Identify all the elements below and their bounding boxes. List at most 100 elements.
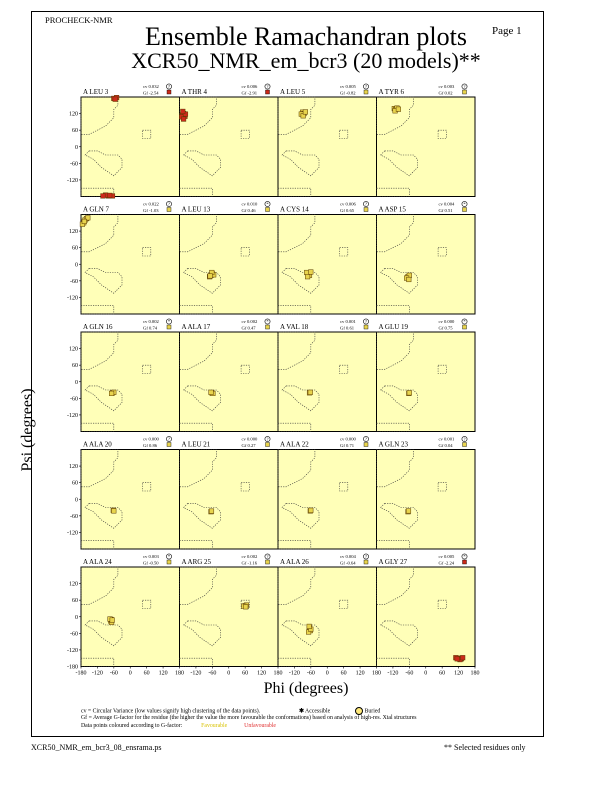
panel-gf-label: Gf -1.03 [143, 208, 159, 213]
gf-colour-box [265, 207, 270, 212]
rama-panel: A LEU 3 cv 0.032 Gf -2.54? 120 60 0 -60 -120 [67, 83, 180, 199]
x-tick-label: 120 [257, 671, 266, 677]
allowed-region-outline [277, 96, 316, 135]
panel-background [80, 449, 180, 550]
panel-residue-label: A GLN 7 [83, 206, 110, 214]
cv-symbol-icon [363, 318, 369, 325]
panel-cv-label: cv 0.003 [439, 84, 456, 89]
panel-residue-label: A LEU 13 [182, 206, 211, 214]
panel-cv-label: cv 0.006 [340, 202, 357, 207]
allowed-region-outline [240, 129, 250, 139]
gf-colour-box [265, 559, 270, 565]
y-tick-label: -60 [70, 396, 78, 402]
allowed-region-outline [376, 422, 410, 432]
y-tick-label: -180 [67, 665, 78, 671]
panel-residue-label: A GLN 16 [83, 323, 113, 331]
allowed-region-outline [380, 150, 418, 177]
cv-symbol-icon [363, 553, 369, 560]
y-tick-label: 120 [69, 347, 78, 353]
panel-background [376, 96, 476, 197]
panel-gf-label: Gf -2.24 [439, 561, 455, 566]
cv-symbol-icon [461, 318, 468, 325]
allowed-region-outline [142, 247, 152, 257]
panel-cv-label: cv 0.000 [340, 437, 357, 442]
x-tick-label: 60 [242, 671, 248, 677]
x-tick-label: 120 [356, 671, 365, 677]
allowed-region-outline [142, 599, 152, 609]
data-point [308, 507, 314, 513]
x-tick-label: 180 [274, 671, 283, 677]
allowed-region-outline [281, 385, 320, 412]
allowed-region-outline [339, 364, 349, 374]
cv-symbol-text: * [266, 202, 269, 207]
gf-colour-box [265, 324, 270, 330]
cv-symbol-icon [264, 83, 271, 90]
panel-background [376, 566, 476, 667]
allowed-region-outline [277, 214, 316, 253]
allowed-region-outline [277, 449, 316, 488]
panel-background [80, 96, 180, 197]
allowed-region-outline [179, 540, 213, 550]
y-tick-label: -120 [67, 178, 78, 184]
panel-gf-label: Gf 0.02 [439, 91, 454, 96]
panel-gf-label: Gf 0.61 [340, 326, 355, 331]
data-point [85, 215, 91, 221]
allowed-region-outline [142, 364, 152, 374]
panel-residue-label: A ALA 26 [280, 558, 309, 566]
x-tick-label: 180 [471, 671, 480, 677]
y-tick-label: 120 [69, 582, 78, 588]
y-tick-label: 60 [72, 246, 78, 252]
panel-background [277, 214, 377, 315]
x-tick-label: 120 [454, 671, 463, 677]
page-number: Page 1 [492, 25, 522, 37]
panel-gf-label: Gf 0.27 [242, 443, 257, 448]
x-tick-label: 0 [129, 671, 132, 677]
data-point [302, 109, 308, 115]
x-tick-label: -120 [289, 671, 300, 677]
x-tick-label: -120 [92, 671, 103, 677]
panel-gf-label: Gf 0.51 [439, 208, 454, 213]
allowed-region-outline [376, 449, 414, 488]
panel-cv-label: cv 0.004 [439, 202, 456, 207]
gf-colour-box [462, 207, 467, 212]
panel-background [376, 449, 476, 550]
cv-symbol-text: ? [168, 84, 170, 89]
panel-gf-label: Gf 0.65 [340, 208, 355, 213]
data-point [406, 390, 412, 396]
rama-panel: A GLU 19 cv 0.000 Gf 0.75 * [376, 318, 476, 432]
allowed-region-outline [376, 566, 414, 605]
rama-panel: A ARG 25 cv 0.002 Gf -1.16? -120 -60 0 60 120 18… [179, 553, 283, 677]
allowed-region-outline [240, 482, 250, 492]
allowed-region-outline [179, 214, 217, 253]
allowed-region-outline [84, 268, 123, 294]
panel-background [277, 566, 377, 667]
allowed-region-outline [339, 247, 349, 257]
data-point [207, 273, 213, 279]
panel-cv-label: cv 0.002 [242, 554, 259, 559]
allowed-region-outline [179, 331, 217, 370]
allowed-region-outline [339, 129, 349, 139]
panel-gf-label: Gf -2.91 [242, 91, 258, 96]
cv-symbol-text: ? [464, 437, 466, 442]
data-point [308, 269, 314, 275]
allowed-region-outline [277, 566, 316, 605]
buried-icon [355, 707, 364, 715]
selected-residues-note: ** Selected residues only [444, 743, 526, 752]
y-tick-label: -120 [67, 648, 78, 654]
panel-cv-label: cv 0.022 [143, 202, 160, 207]
allowed-region-outline [84, 385, 123, 412]
allowed-region-outline [84, 620, 123, 647]
allowed-region-outline [277, 187, 312, 197]
allowed-region-outline [376, 187, 410, 197]
cv-symbol-text: * [463, 202, 466, 207]
allowed-region-outline [437, 247, 447, 257]
y-tick-label: -120 [67, 530, 78, 536]
rama-panel: A GLN 16 cv 0.002 Gf 0.74 * 120 60 0 -60 -120 [67, 318, 180, 432]
panel-background [376, 331, 476, 432]
cv-symbol-icon [264, 201, 271, 207]
data-point [180, 108, 186, 114]
x-axis-label: Phi (degrees) [263, 680, 349, 697]
